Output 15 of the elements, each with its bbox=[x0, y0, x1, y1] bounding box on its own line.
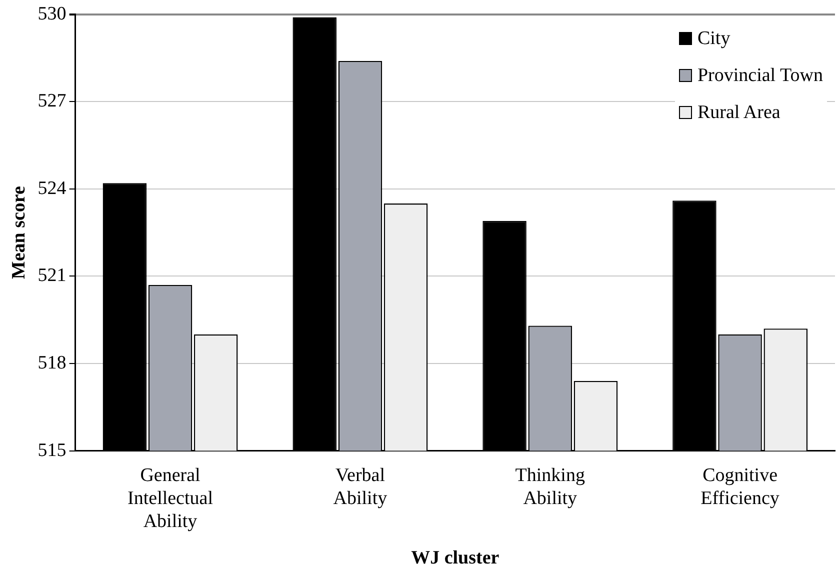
y-tick-label: 530 bbox=[38, 3, 66, 24]
y-tick-label: 524 bbox=[38, 178, 67, 199]
x-tick-label: General Intellectual Ability bbox=[128, 465, 213, 532]
x-tick-label: Cognitive Efficiency bbox=[700, 465, 780, 509]
y-tick-label: 518 bbox=[38, 352, 66, 374]
x-tick-label: Thinking Ability bbox=[515, 465, 586, 509]
y-tick-label: 527 bbox=[38, 90, 66, 112]
y-tick-label: 521 bbox=[38, 265, 66, 286]
y-axis-title: Mean score bbox=[8, 186, 30, 280]
x-tick-label: Verbal Ability bbox=[333, 465, 388, 509]
y-tick-label: 515 bbox=[38, 440, 66, 461]
x-axis-title: WJ cluster bbox=[411, 548, 500, 569]
legend-label: City bbox=[697, 27, 730, 51]
legend-label: Provincial Town bbox=[697, 64, 823, 88]
legend-label: Rural Area bbox=[697, 101, 780, 125]
